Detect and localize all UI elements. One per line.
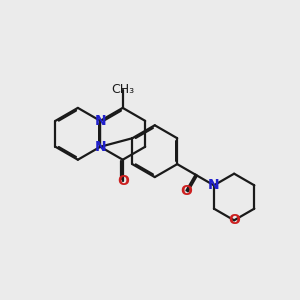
Text: N: N xyxy=(94,114,106,128)
Text: N: N xyxy=(208,178,220,192)
Text: CH₃: CH₃ xyxy=(111,83,134,96)
Text: O: O xyxy=(117,174,129,188)
Text: O: O xyxy=(181,184,192,197)
Text: O: O xyxy=(228,213,240,227)
Text: N: N xyxy=(94,140,106,154)
